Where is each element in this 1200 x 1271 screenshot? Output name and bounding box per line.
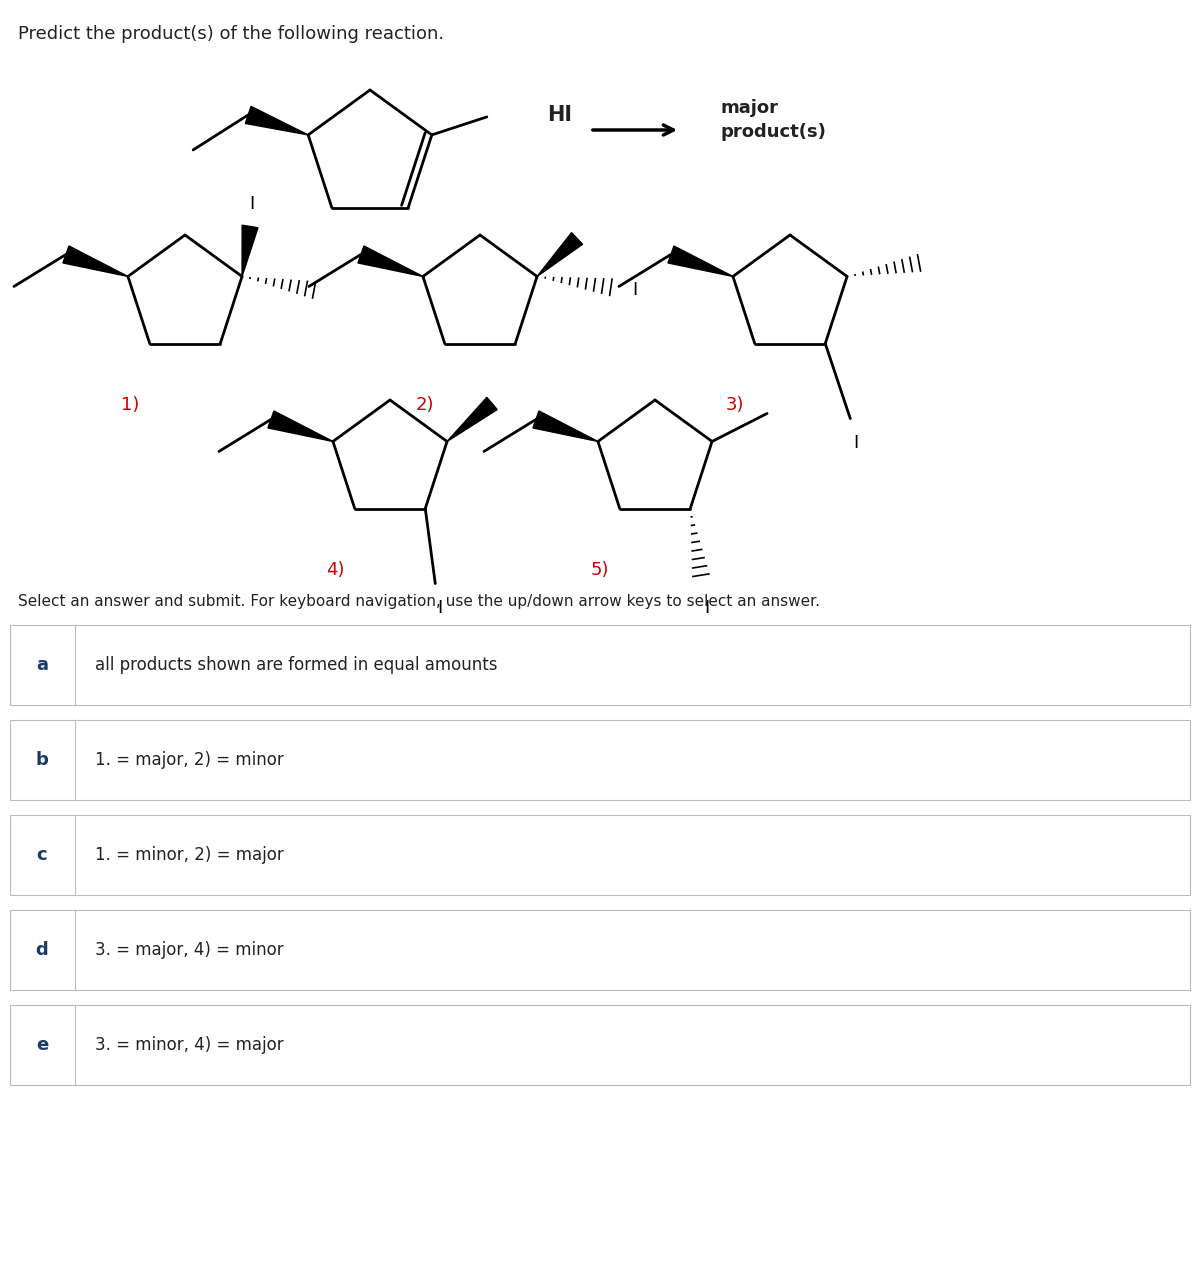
Polygon shape	[448, 398, 497, 441]
Text: e: e	[36, 1036, 48, 1054]
Text: 3): 3)	[726, 397, 744, 414]
Text: c: c	[37, 846, 47, 864]
Text: Select an answer and submit. For keyboard navigation, use the up/down arrow keys: Select an answer and submit. For keyboar…	[18, 594, 820, 609]
Text: I: I	[853, 433, 858, 451]
FancyBboxPatch shape	[10, 815, 1190, 895]
Text: 2): 2)	[415, 397, 434, 414]
Text: 3. = major, 4) = minor: 3. = major, 4) = minor	[95, 941, 283, 960]
Polygon shape	[245, 107, 308, 135]
Polygon shape	[538, 233, 582, 277]
Text: I: I	[437, 599, 443, 616]
Polygon shape	[242, 225, 258, 277]
Text: HI: HI	[547, 105, 572, 125]
FancyBboxPatch shape	[10, 910, 1190, 990]
Polygon shape	[533, 411, 598, 441]
FancyBboxPatch shape	[10, 1005, 1190, 1085]
Text: a: a	[36, 656, 48, 674]
Polygon shape	[668, 247, 733, 277]
Polygon shape	[62, 247, 128, 277]
Text: 3. = minor, 4) = major: 3. = minor, 4) = major	[95, 1036, 283, 1054]
Polygon shape	[268, 411, 332, 441]
Text: 1. = minor, 2) = major: 1. = minor, 2) = major	[95, 846, 283, 864]
Text: 1. = major, 2) = minor: 1. = major, 2) = minor	[95, 751, 283, 769]
Text: Predict the product(s) of the following reaction.: Predict the product(s) of the following …	[18, 25, 444, 43]
Text: product(s): product(s)	[720, 123, 826, 141]
FancyBboxPatch shape	[10, 719, 1190, 799]
Text: all products shown are formed in equal amounts: all products shown are formed in equal a…	[95, 656, 498, 674]
Polygon shape	[358, 247, 422, 277]
FancyBboxPatch shape	[10, 625, 1190, 705]
Text: major: major	[720, 99, 778, 117]
Text: b: b	[36, 751, 48, 769]
Text: 4): 4)	[325, 561, 344, 580]
Text: 1): 1)	[121, 397, 139, 414]
Text: I: I	[632, 281, 637, 300]
Text: I: I	[704, 599, 709, 616]
Text: I: I	[250, 196, 254, 214]
Text: d: d	[36, 941, 48, 960]
Text: 5): 5)	[590, 561, 610, 580]
